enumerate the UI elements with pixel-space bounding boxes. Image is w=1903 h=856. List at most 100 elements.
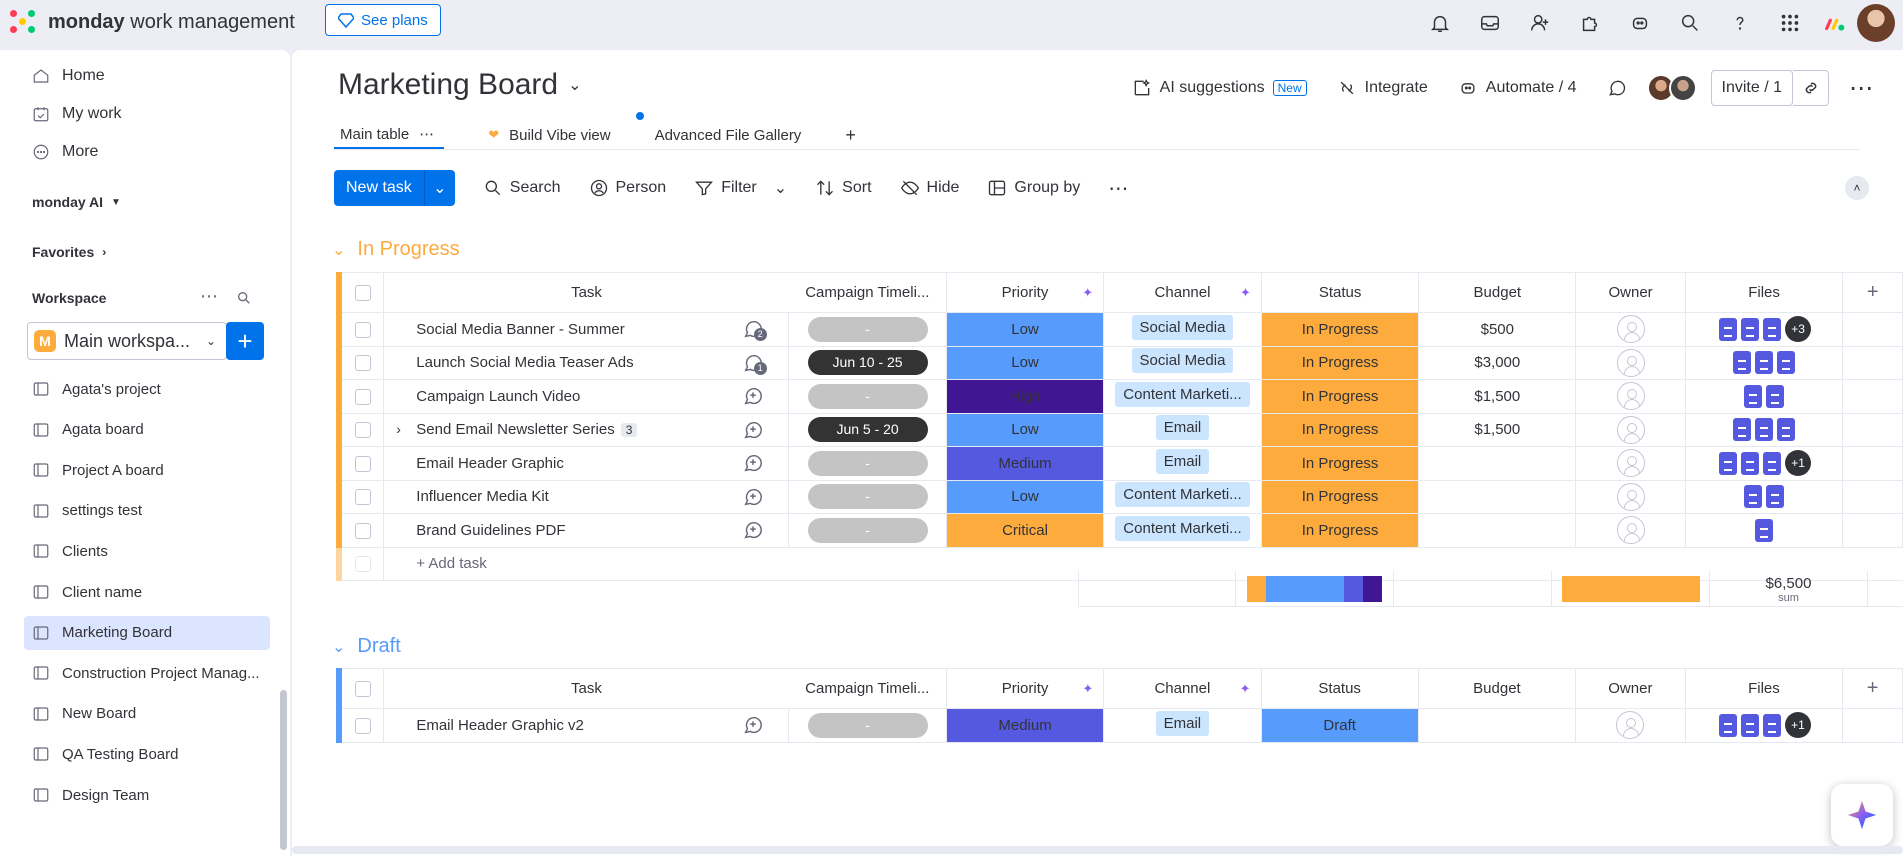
column-header-priority[interactable]: Priority ✦ — [946, 668, 1105, 709]
see-plans-button[interactable]: See plans — [325, 4, 441, 36]
updates-cell[interactable] — [717, 480, 790, 514]
budget-cell[interactable] — [1418, 446, 1577, 481]
sidebar-scrollbar[interactable] — [280, 690, 287, 850]
user-avatar[interactable] — [1857, 4, 1895, 42]
sidebar-board-item[interactable]: Design Team — [24, 778, 270, 812]
table-row[interactable]: › Send Email Newsletter Series 3 Jun 5 - 20… — [336, 413, 1903, 447]
chevron-down-icon[interactable]: ⌄ — [332, 241, 346, 259]
file-icon[interactable] — [1744, 485, 1763, 509]
budget-cell[interactable]: $3,000 — [1418, 346, 1577, 380]
sidebar-item-more[interactable]: More — [24, 134, 270, 170]
updates-cell[interactable] — [717, 446, 790, 481]
status-cell[interactable]: In Progress — [1261, 346, 1420, 380]
files-cell[interactable]: +1 — [1685, 708, 1844, 743]
sidebar-board-item[interactable]: New Board — [24, 697, 270, 731]
status-summary-bar[interactable] — [1561, 575, 1700, 602]
ai-robot-icon[interactable] — [1615, 5, 1665, 41]
ai-suggestions-button[interactable]: AI suggestions New — [1132, 78, 1307, 98]
workspace-selector[interactable]: M Main workspa... ⌄ — [27, 322, 227, 360]
priority-cell[interactable]: Medium — [946, 446, 1105, 481]
sidebar-board-item[interactable]: Marketing Board — [24, 615, 270, 650]
file-icon[interactable] — [1755, 351, 1774, 375]
table-row[interactable]: Social Media Banner - Summer 2 - Low Social … — [336, 312, 1903, 347]
owner-cell[interactable] — [1575, 312, 1686, 347]
timeline-cell[interactable]: - — [788, 379, 947, 414]
priority-cell[interactable]: Medium — [946, 708, 1105, 743]
table-row[interactable]: Launch Social Media Teaser Ads 1 Jun 10 - … — [336, 346, 1903, 380]
channel-cell[interactable]: Social Media — [1103, 346, 1262, 380]
add-update-icon[interactable] — [742, 421, 764, 439]
priority-summary-segment[interactable] — [1265, 575, 1344, 602]
task-name[interactable]: Social Media Banner - Summer — [416, 320, 625, 338]
task-cell[interactable]: Email Header Graphic v2 — [383, 708, 717, 743]
updates-chat-icon[interactable] — [1607, 78, 1627, 98]
priority-cell[interactable]: Low — [946, 413, 1105, 447]
hide-tool[interactable]: Hide — [900, 178, 959, 198]
board-menu-icon[interactable]: ⋯ — [1849, 74, 1873, 102]
sidebar-board-item[interactable]: Clients — [24, 534, 270, 568]
column-header-files[interactable]: Files — [1685, 272, 1844, 313]
row-checkbox[interactable] — [336, 379, 385, 414]
workspace-options-icon[interactable]: ⋯ — [200, 286, 218, 306]
status-cell[interactable]: In Progress — [1261, 446, 1420, 481]
invite-members-icon[interactable] — [1515, 5, 1565, 41]
add-update-icon[interactable] — [742, 454, 764, 472]
column-header-owner[interactable]: Owner — [1575, 668, 1686, 709]
timeline-cell[interactable]: - — [788, 480, 947, 514]
owner-cell[interactable] — [1575, 413, 1686, 447]
file-icon[interactable] — [1733, 351, 1752, 375]
file-icon[interactable] — [1718, 713, 1737, 737]
row-checkbox[interactable] — [336, 413, 385, 447]
filter-tool[interactable]: Filter ⌄ — [694, 178, 787, 198]
task-name[interactable]: Influencer Media Kit — [416, 488, 549, 506]
sidebar-item-my-work[interactable]: My work — [24, 96, 270, 132]
updates-cell[interactable]: 2 — [717, 312, 790, 347]
file-icon[interactable] — [1763, 317, 1782, 341]
subitems-count[interactable]: 3 — [620, 423, 638, 438]
task-name[interactable]: Campaign Launch Video — [416, 387, 581, 405]
select-all-checkbox[interactable] — [336, 272, 385, 313]
task-cell[interactable]: Email Header Graphic — [383, 446, 718, 481]
file-icon[interactable] — [1719, 317, 1738, 341]
file-icon[interactable] — [1755, 518, 1774, 542]
sidebar-board-item[interactable]: QA Testing Board — [24, 737, 270, 771]
ai-sidekick-button[interactable] — [1831, 784, 1893, 846]
sidebar-board-item[interactable]: settings test — [24, 494, 270, 528]
task-cell[interactable]: Social Media Banner - Summer — [383, 312, 718, 347]
files-cell[interactable] — [1685, 413, 1844, 447]
task-name[interactable]: Email Header Graphic — [416, 454, 564, 472]
add-task-row[interactable]: + Add task — [336, 547, 1903, 581]
timeline-cell[interactable]: Jun 5 - 20 — [788, 413, 947, 447]
timeline-cell[interactable]: - — [788, 513, 947, 548]
row-checkbox[interactable] — [336, 708, 385, 743]
app-grid-icon[interactable] — [1765, 5, 1815, 41]
sidebar-board-item[interactable]: Project A board — [24, 453, 270, 487]
budget-sum[interactable]: $6,500 sum — [1710, 571, 1868, 607]
priority-summary-segment[interactable] — [1246, 575, 1266, 602]
table-row[interactable]: Email Header Graphic v2 - Medium Email Draft… — [336, 708, 1903, 743]
table-row[interactable]: Campaign Launch Video - High Content Market… — [336, 379, 1903, 414]
file-icon[interactable] — [1766, 485, 1785, 509]
more-files-badge[interactable]: +1 — [1785, 450, 1812, 477]
more-files-badge[interactable]: +3 — [1785, 316, 1812, 343]
file-icon[interactable] — [1763, 451, 1782, 475]
timeline-cell[interactable]: - — [788, 708, 947, 743]
monday-mini-logo-icon[interactable] — [1815, 5, 1853, 41]
priority-summary-segment[interactable] — [1363, 575, 1383, 602]
row-checkbox[interactable] — [336, 346, 385, 380]
timeline-cell[interactable]: - — [788, 446, 947, 481]
task-name[interactable]: Email Header Graphic v2 — [416, 716, 584, 734]
sort-tool[interactable]: Sort — [815, 178, 872, 198]
column-header-owner[interactable]: Owner — [1575, 272, 1686, 313]
copy-link-icon[interactable] — [1793, 70, 1829, 106]
owner-cell[interactable] — [1575, 379, 1686, 414]
task-name[interactable]: Send Email Newsletter Series — [416, 421, 615, 439]
channel-cell[interactable]: Social Media — [1103, 312, 1262, 347]
table-row[interactable]: Email Header Graphic - Medium Email In Progr… — [336, 446, 1903, 481]
tab-advanced-file-gallery[interactable]: Advanced File Gallery — [654, 126, 802, 144]
channel-cell[interactable]: Email — [1103, 708, 1262, 743]
column-header-timeline[interactable]: Campaign Timeli... — [788, 668, 947, 709]
collapse-icon[interactable]: ˄ — [1845, 176, 1869, 200]
budget-cell[interactable]: $1,500 — [1418, 413, 1577, 447]
sidebar-board-item[interactable]: Agata's project — [24, 372, 270, 406]
